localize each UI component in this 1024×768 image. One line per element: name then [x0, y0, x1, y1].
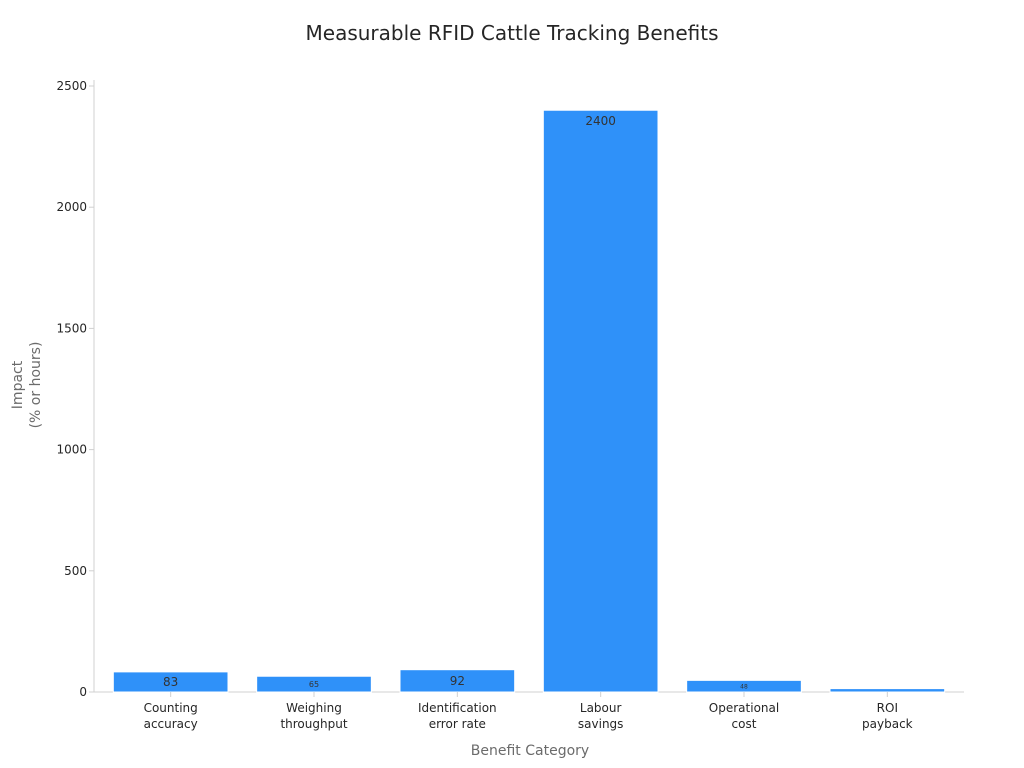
x-tick-label: cost — [732, 717, 757, 731]
bars-group: 83 65 92 2400 48 — [112, 109, 946, 693]
x-axis-title: Benefit Category — [471, 743, 589, 759]
x-tick-label: Counting — [144, 701, 198, 715]
x-tick-label: accuracy — [144, 717, 198, 731]
y-tick-label: 500 — [64, 564, 87, 578]
y-tick-label: 2000 — [56, 200, 87, 214]
y-axis-title-line: Impact — [10, 360, 26, 409]
bar-value-label: 92 — [450, 674, 465, 688]
x-tick-label: payback — [862, 717, 913, 731]
bar-value-label: 65 — [309, 680, 319, 689]
x-tick-label: Identification — [418, 701, 497, 715]
y-axis-ticks: 0 500 1000 1500 2000 2500 — [56, 79, 94, 699]
y-axis-title: Impact (% or hours) — [10, 342, 44, 429]
y-tick-label: 1500 — [56, 321, 87, 335]
x-tick-label: Labour — [580, 701, 622, 715]
chart-title: Measurable RFID Cattle Tracking Benefits — [306, 21, 719, 45]
y-tick-label: 0 — [79, 685, 87, 699]
bar — [542, 109, 659, 693]
x-tick-label: ROI — [877, 701, 898, 715]
bar-value-label: 2400 — [585, 114, 616, 128]
x-tick-label: Operational — [709, 701, 779, 715]
y-tick-label: 2500 — [56, 79, 87, 93]
bar-value-label: 48 — [740, 683, 748, 690]
x-tick-label: throughput — [280, 717, 347, 731]
x-tick-label: savings — [578, 717, 624, 731]
y-tick-label: 1000 — [56, 443, 87, 457]
y-axis-title-line: (% or hours) — [28, 342, 44, 429]
bar — [829, 688, 946, 693]
x-tick-label: error rate — [429, 717, 486, 731]
bar-value-label: 83 — [163, 675, 178, 689]
x-axis-ticks: Counting accuracy Weighing throughput Identi… — [144, 692, 913, 731]
x-tick-label: Weighing — [286, 701, 342, 715]
